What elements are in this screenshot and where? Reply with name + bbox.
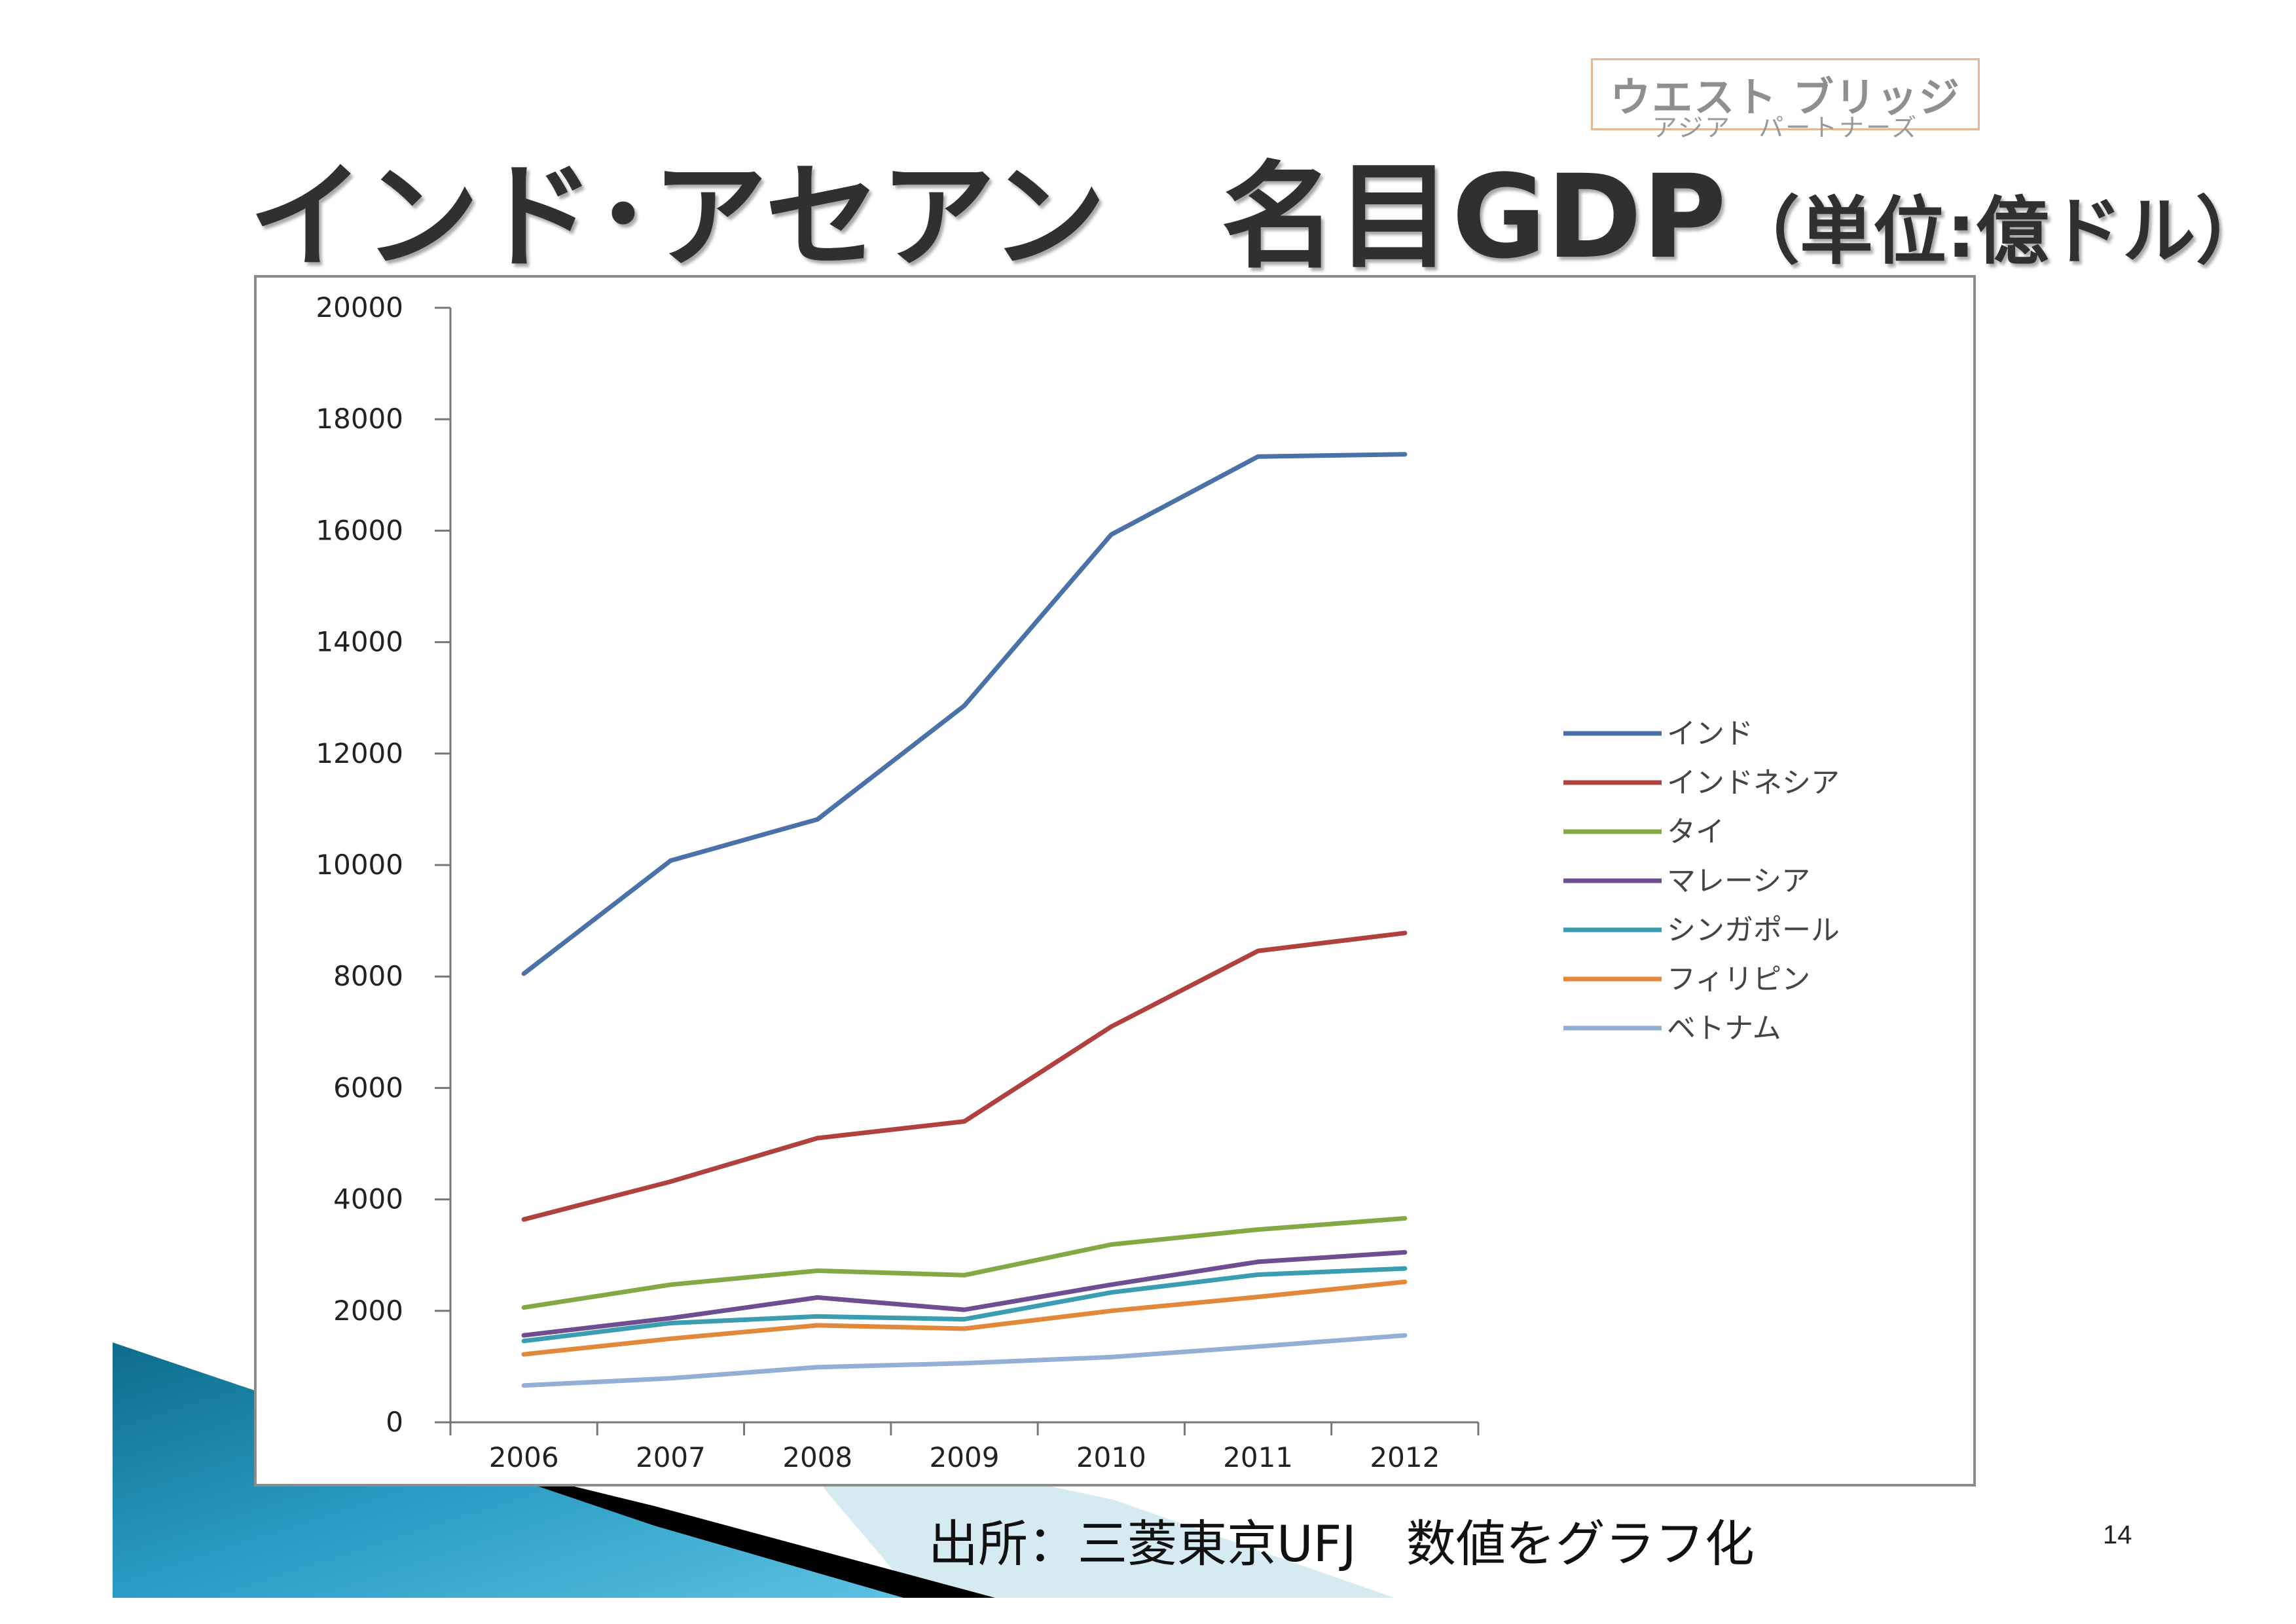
- legend-label-6: ベトナム: [1667, 1012, 1781, 1045]
- legend-label-3: マレーシア: [1667, 864, 1810, 898]
- series-line-1: [521, 931, 1408, 1222]
- legend-label-0: インド: [1667, 717, 1753, 750]
- series-line-0: [521, 452, 1408, 976]
- legend-label-4: シンガポール: [1667, 913, 1840, 947]
- legend-label-5: フィリピン: [1667, 963, 1810, 996]
- x-tick-label: 2011: [1223, 1441, 1293, 1473]
- slide-title: インド･アセアン 名目GDP（単位:億ドル）: [249, 123, 2269, 290]
- series-line-2: [521, 1216, 1408, 1310]
- y-tick-label: 8000: [333, 960, 403, 992]
- gdp-line-chart: 0 2000 4000 6000 8000 10000 12000 14000 16000 180…: [254, 275, 1976, 1486]
- slide-title-main: インド･アセアン 名目GDP: [249, 150, 1726, 284]
- y-tick-label: 20000: [316, 291, 403, 323]
- series-line-5: [521, 1280, 1408, 1357]
- y-tick-label: 0: [386, 1406, 403, 1438]
- logo-main-text: ウエスト ブリッジ: [1610, 73, 1961, 121]
- legend-label-1: インドネシア: [1667, 766, 1840, 800]
- x-tick-label: 2010: [1076, 1441, 1146, 1473]
- y-tick-label: 2000: [333, 1295, 403, 1327]
- y-tick-label: 18000: [316, 403, 403, 435]
- series-line-6: [521, 1333, 1408, 1388]
- x-tick-label: 2008: [782, 1441, 852, 1473]
- x-tick-label: 2006: [489, 1441, 559, 1473]
- series-line-3: [521, 1249, 1408, 1338]
- y-tick-label: 4000: [333, 1183, 403, 1215]
- x-tick-label: 2007: [636, 1441, 706, 1473]
- company-logo: ウエスト ブリッジ アジア パートナーズ: [1591, 58, 1980, 142]
- chart-frame: [254, 275, 1976, 1486]
- x-tick-label: 2009: [930, 1441, 1000, 1473]
- source-note: 出所：三菱東京UFJ 数値をグラフ化: [928, 1515, 1755, 1573]
- x-tick-label: 2012: [1370, 1441, 1440, 1473]
- slide-title-unit: （単位:億ドル）: [1726, 189, 2269, 274]
- logo-sub-text: アジア パートナーズ: [1652, 113, 1919, 142]
- y-tick-label: 10000: [316, 849, 403, 881]
- y-tick-label: 6000: [333, 1071, 403, 1103]
- series-line-4: [521, 1266, 1408, 1344]
- y-tick-label: 14000: [316, 626, 403, 658]
- y-tick-label: 16000: [316, 514, 403, 546]
- page-number: 14: [2103, 1521, 2132, 1549]
- y-tick-label: 12000: [316, 737, 403, 769]
- legend-label-2: タイ: [1667, 815, 1724, 849]
